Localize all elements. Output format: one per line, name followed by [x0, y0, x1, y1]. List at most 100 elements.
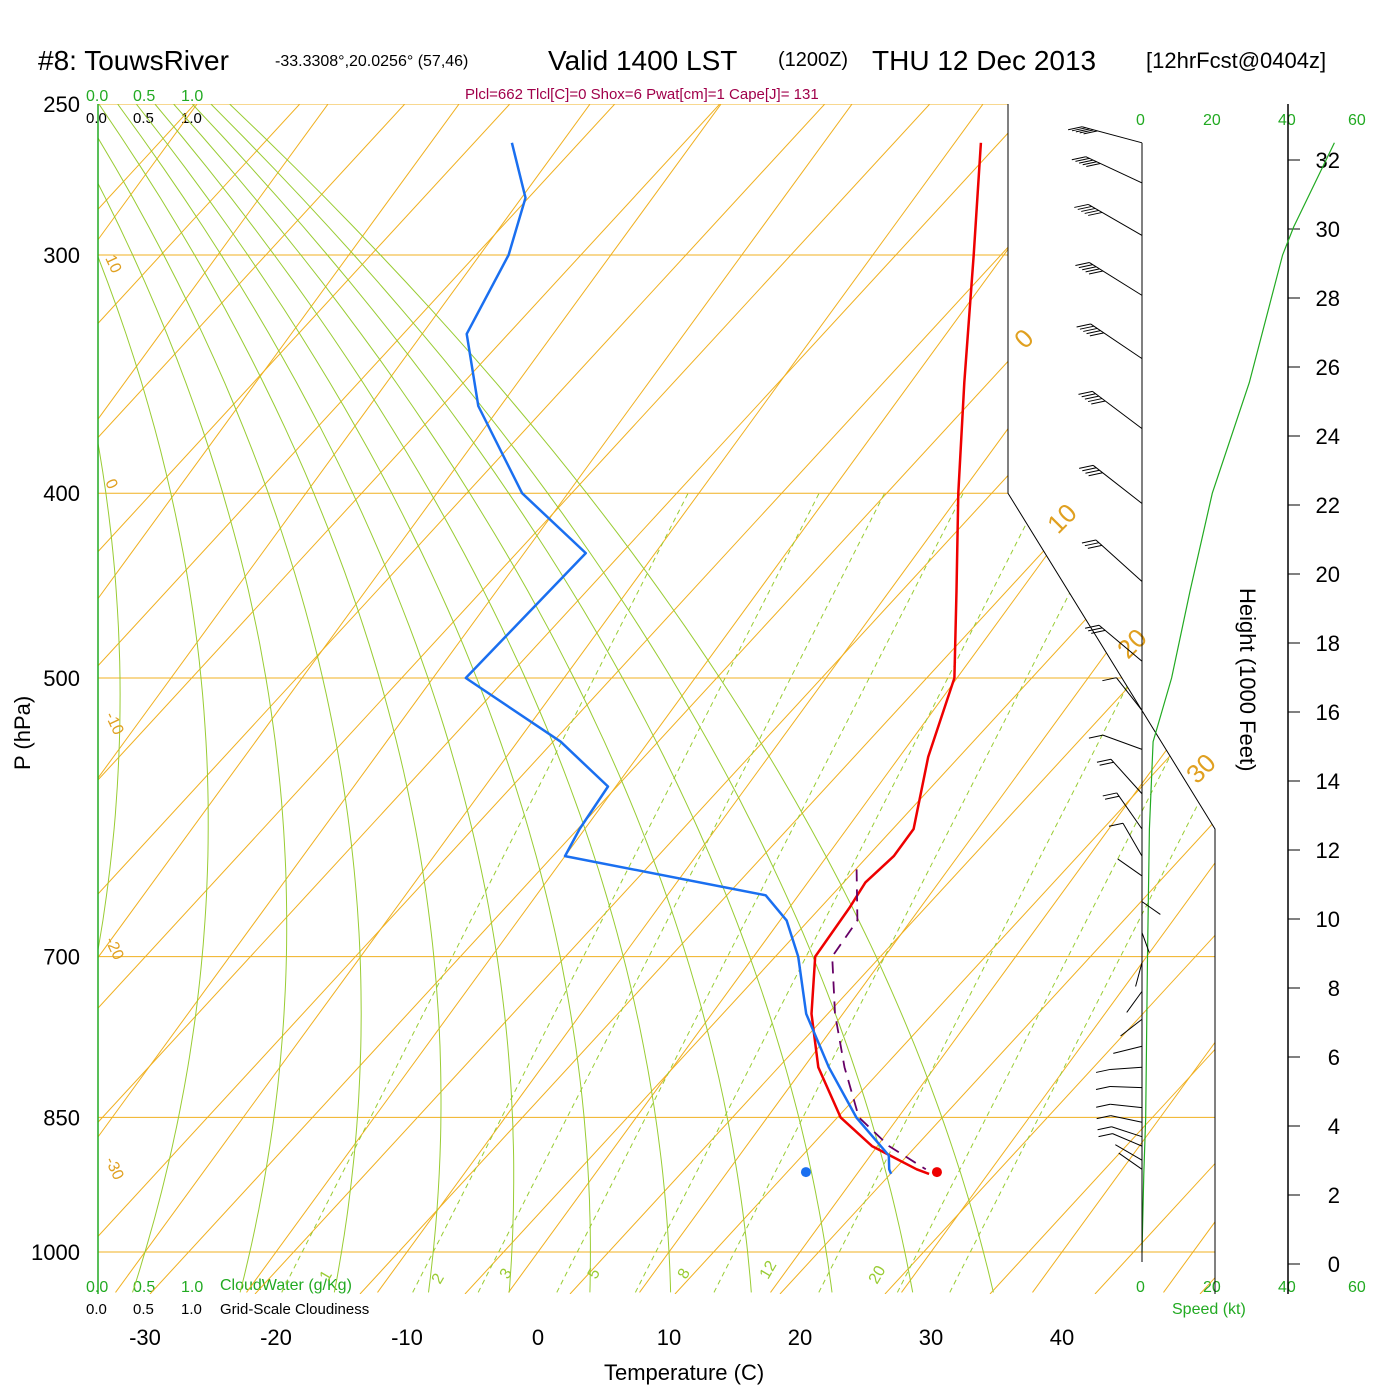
height-tick-label: 2	[1328, 1183, 1340, 1208]
wind-barb-flag	[1082, 266, 1097, 271]
wind-barb-flag	[1076, 323, 1091, 328]
dry-adiabat-line	[98, 104, 1032, 1294]
cloud-scale-bottom: 0.0 0.5 1.0 CloudWater (g/Kg) 0.0 0.5 1.…	[86, 1277, 369, 1318]
dry-adiabat-line	[98, 104, 1137, 1294]
wind-barb	[1110, 1115, 1143, 1123]
wind-barb-flag	[1084, 209, 1099, 214]
wind-barb-flag	[1096, 1103, 1111, 1108]
wind-barb-flag	[1089, 332, 1104, 337]
temperature-tick-label: -20	[260, 1325, 292, 1350]
wind-barb-flag	[1081, 393, 1096, 398]
isotherm-label: 20	[1111, 623, 1153, 665]
wind-barb-flag	[1102, 792, 1117, 797]
wind-barb-flag	[1077, 205, 1092, 210]
moist-adiabat-line	[135, 104, 591, 1293]
temperature-tick-label: -30	[129, 1325, 161, 1350]
dry-adiabat-line	[98, 104, 612, 1294]
dry-adiabat-line	[98, 104, 927, 1294]
mixing-ratio-line	[412, 492, 820, 1293]
speed-tick-60-bottom: 60	[1348, 1279, 1366, 1296]
wind-barb	[1115, 677, 1143, 711]
moist-adiabat-line	[229, 104, 994, 1293]
height-tick-label: 18	[1316, 631, 1340, 656]
wind-barb	[1112, 1133, 1143, 1147]
moist-adiabat-line	[98, 104, 209, 1293]
isotherm-line	[98, 104, 747, 1293]
wind-barb	[1115, 1144, 1143, 1161]
height-tick-label: 32	[1316, 148, 1340, 173]
moist-adiabat-line	[210, 104, 914, 1293]
pressure-tick-label: 300	[43, 243, 80, 268]
cloudwater-tick-2-bottom: 1.0	[181, 1279, 203, 1296]
cloudiness-tick-1: 0.5	[133, 110, 154, 127]
surface-temperature-dot	[931, 1167, 942, 1178]
mixing-ratio-label: 2	[429, 1271, 448, 1287]
wind-barb-flag	[1071, 156, 1086, 161]
station-coords: -33.3308°,20.0256° (57,46)	[275, 53, 468, 70]
height-tick-label: 30	[1316, 217, 1340, 242]
isotherm-line	[377, 104, 1215, 1293]
wind-barb-flag	[1096, 1115, 1111, 1120]
wind-barb	[1110, 1066, 1143, 1070]
dry-adiabat-line	[254, 104, 1215, 1294]
dry-adiabat-line	[989, 104, 1215, 1294]
wind-barb-flag	[1095, 1086, 1111, 1091]
dry-adiabat-line	[884, 104, 1215, 1294]
speed-tick-0-top: 0	[1136, 112, 1145, 129]
cloudwater-tick-2: 1.0	[181, 88, 203, 105]
pressure-tick-label: 400	[43, 481, 80, 506]
speed-tick-40-bottom: 40	[1278, 1279, 1296, 1296]
speed-axis-top: 0 20 40 60	[1136, 112, 1366, 129]
height-tick-label: 22	[1316, 493, 1340, 518]
x-axis-label: Temperature (C)	[604, 1360, 764, 1385]
wind-barb-flag	[1099, 761, 1114, 766]
wind-barb-flag	[1095, 1068, 1111, 1073]
moist-adiabat-line	[98, 104, 442, 1293]
isotherm-line	[98, 104, 878, 1293]
temperature-tick-label: 20	[788, 1325, 812, 1350]
wind-barb-flag	[1088, 211, 1103, 216]
pressure-tick-label: 700	[43, 945, 80, 970]
height-tick-label: 20	[1316, 562, 1340, 587]
valid-date: THU 12 Dec 2013	[872, 45, 1096, 76]
wind-barb-flag	[1075, 262, 1090, 267]
wind-barb-flag	[1074, 203, 1089, 208]
height-tick-label: 10	[1316, 907, 1340, 932]
wind-barb-flag	[1083, 327, 1098, 332]
isotherm-label: 10	[1041, 498, 1083, 540]
pressure-tick-label: 1000	[31, 1240, 80, 1265]
wind-barb-flag	[1085, 268, 1100, 273]
cloudiness-tick-2-bottom: 1.0	[181, 1301, 202, 1318]
dry-adiabat-line	[98, 104, 402, 1294]
wind-barb	[1111, 1126, 1143, 1138]
height-tick-label: 14	[1316, 769, 1340, 794]
wind-barb	[1118, 1152, 1143, 1170]
wind-barb-flag	[1091, 400, 1106, 405]
height-tick-label: 28	[1316, 286, 1340, 311]
height-tick-label: 0	[1328, 1252, 1340, 1277]
wind-barb-flag	[1078, 390, 1093, 395]
dewpoint-profile	[464, 142, 893, 1175]
wind-barb	[1088, 203, 1143, 236]
wind-barb-flag	[1097, 1126, 1112, 1131]
wind-barb-flag	[1081, 207, 1096, 212]
isotherm-label: -20	[101, 935, 126, 963]
wind-barb	[1141, 932, 1150, 953]
wind-barb-flag	[1098, 1133, 1113, 1138]
dry-adiabat-line	[98, 104, 822, 1294]
wind-barb-flag	[1096, 758, 1112, 763]
moist-adiabat-line	[98, 104, 362, 1293]
cloudiness-tick-0: 0.0	[86, 110, 107, 127]
wind-barb	[1085, 156, 1143, 184]
dry-adiabat-line	[674, 104, 1215, 1294]
mixing-ratio-line	[713, 492, 1121, 1293]
speed-axis-bottom: 0 20 40 60 Speed (kt)	[1136, 1279, 1366, 1318]
mixing-ratio-line	[818, 492, 1215, 1293]
height-tick-label: 12	[1316, 838, 1340, 863]
dry-adiabat-line	[1199, 104, 1215, 1294]
mixing-ratio-label: 12	[757, 1258, 781, 1282]
wind-barb	[1120, 1018, 1143, 1037]
surface-dewpoint-dot	[800, 1167, 811, 1178]
wind-barb	[1126, 991, 1143, 1013]
